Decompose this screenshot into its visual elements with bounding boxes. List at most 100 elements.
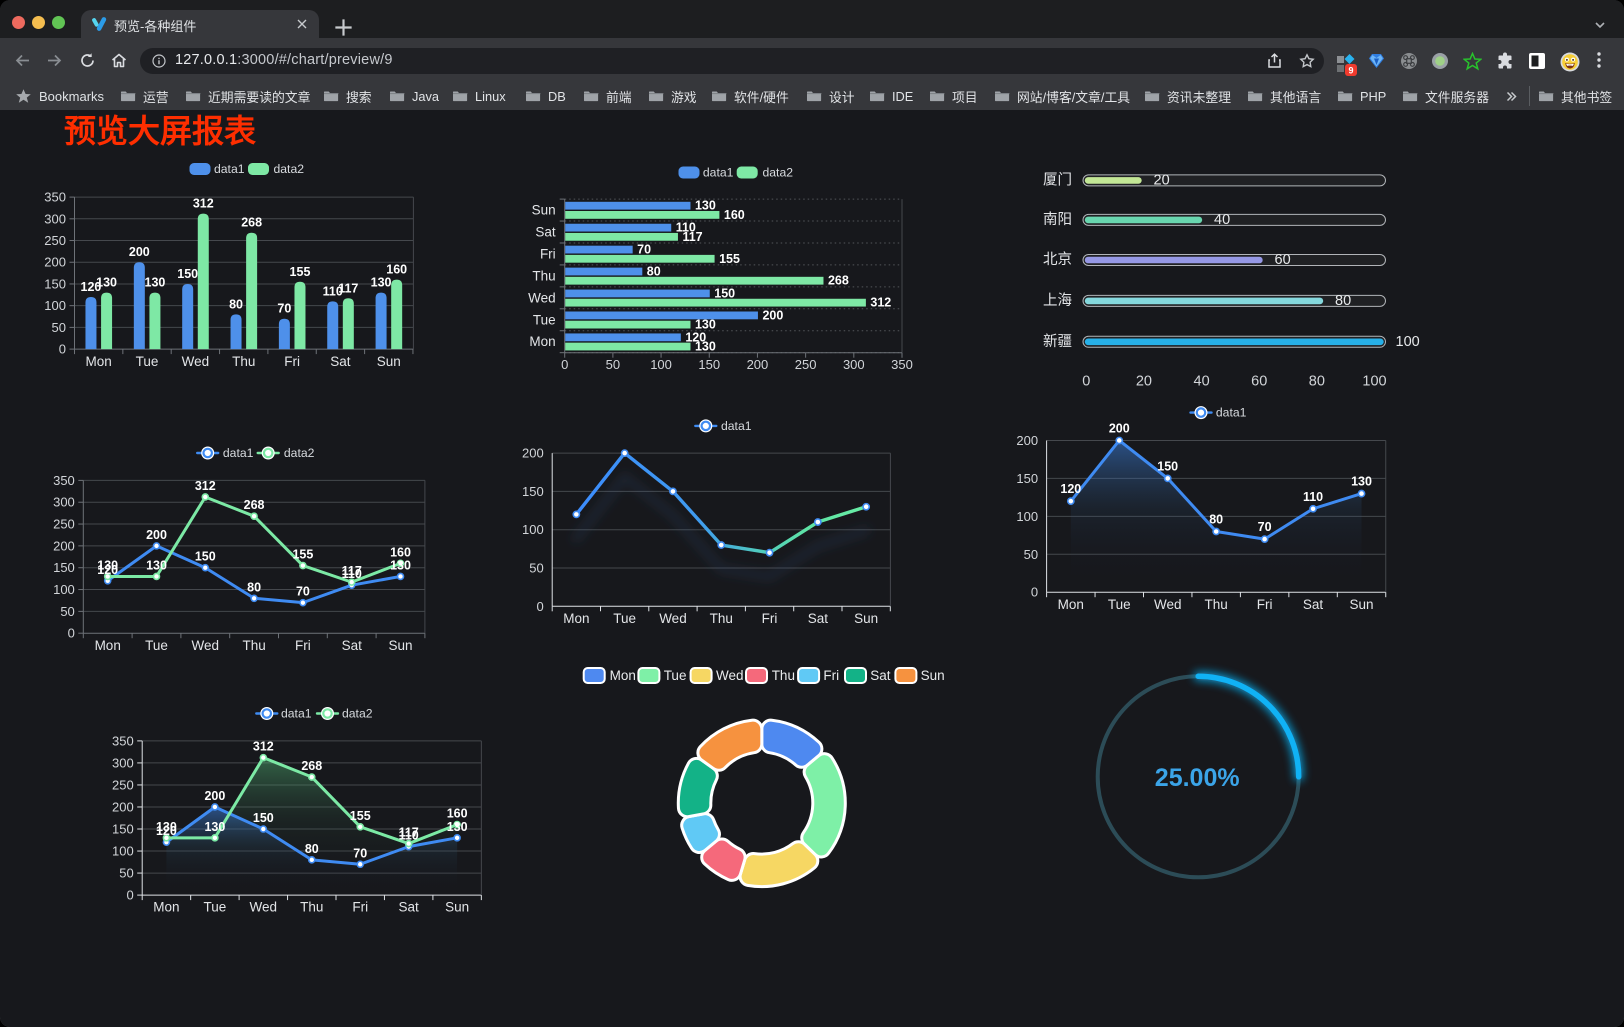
svg-text:312: 312 [193, 197, 214, 211]
svg-text:130: 130 [390, 558, 411, 572]
svg-text:data1: data1 [703, 166, 734, 180]
svg-text:200: 200 [146, 528, 167, 542]
svg-text:200: 200 [129, 245, 150, 259]
svg-text:80: 80 [1309, 373, 1325, 389]
svg-text:155: 155 [719, 252, 740, 266]
svg-text:Fri: Fri [1257, 597, 1273, 612]
svg-text:data1: data1 [223, 446, 254, 460]
svg-text:150: 150 [112, 822, 134, 837]
svg-text:300: 300 [44, 211, 66, 226]
svg-text:155: 155 [292, 548, 313, 562]
svg-text:Sun: Sun [445, 900, 469, 915]
svg-text:data2: data2 [342, 707, 373, 721]
svg-text:Mon: Mon [563, 611, 589, 626]
svg-text:350: 350 [112, 733, 134, 748]
svg-text:50: 50 [606, 357, 620, 372]
svg-text:200: 200 [112, 799, 134, 814]
svg-text:312: 312 [253, 740, 274, 754]
svg-text:100: 100 [44, 298, 66, 313]
svg-text:200: 200 [747, 357, 769, 372]
svg-text:70: 70 [1258, 520, 1272, 534]
svg-text:130: 130 [145, 276, 166, 290]
svg-text:Fri: Fri [284, 354, 300, 369]
svg-text:250: 250 [53, 517, 75, 532]
svg-text:Wed: Wed [659, 611, 687, 626]
svg-text:Wed: Wed [192, 638, 220, 653]
svg-text:Sat: Sat [1303, 597, 1324, 612]
svg-text:160: 160 [447, 807, 468, 821]
svg-text:120: 120 [685, 330, 706, 344]
svg-text:北京: 北京 [1043, 251, 1072, 268]
svg-text:200: 200 [762, 308, 783, 322]
svg-text:Sun: Sun [532, 203, 556, 218]
svg-text:110: 110 [676, 221, 696, 235]
svg-text:120: 120 [97, 563, 118, 577]
svg-text:data2: data2 [284, 446, 315, 460]
svg-text:0: 0 [1031, 585, 1038, 600]
svg-text:150: 150 [195, 550, 216, 564]
svg-text:110: 110 [1303, 490, 1323, 504]
svg-text:Wed: Wed [716, 668, 744, 683]
svg-text:Wed: Wed [182, 354, 210, 369]
svg-text:Fri: Fri [540, 246, 556, 261]
svg-text:80: 80 [247, 580, 261, 594]
svg-text:0: 0 [536, 599, 543, 614]
svg-text:Sun: Sun [854, 611, 878, 626]
svg-text:Sun: Sun [388, 638, 412, 653]
svg-text:155: 155 [350, 809, 371, 823]
svg-text:70: 70 [277, 302, 291, 316]
svg-text:Sat: Sat [870, 668, 891, 683]
svg-text:250: 250 [112, 777, 134, 792]
svg-text:268: 268 [301, 759, 322, 773]
svg-text:Sat: Sat [399, 900, 420, 915]
svg-text:300: 300 [112, 755, 134, 770]
svg-text:150: 150 [698, 357, 720, 372]
svg-text:70: 70 [296, 585, 310, 599]
svg-text:100: 100 [1396, 334, 1420, 350]
svg-text:130: 130 [146, 558, 167, 572]
svg-text:Thu: Thu [532, 268, 555, 283]
svg-text:300: 300 [53, 495, 75, 510]
svg-text:Tue: Tue [136, 354, 159, 369]
svg-text:80: 80 [305, 842, 319, 856]
svg-text:9: 9 [1348, 66, 1353, 76]
svg-text:上海: 上海 [1043, 292, 1072, 309]
svg-text:130: 130 [156, 820, 177, 834]
svg-text:268: 268 [828, 274, 849, 288]
svg-text:150: 150 [522, 484, 544, 499]
svg-text:268: 268 [241, 216, 262, 230]
svg-text:0: 0 [1082, 373, 1090, 389]
svg-text:150: 150 [177, 267, 198, 281]
svg-text:117: 117 [682, 230, 702, 244]
svg-text:130: 130 [695, 318, 716, 332]
svg-text:data2: data2 [763, 166, 794, 180]
svg-text:130: 130 [97, 558, 118, 572]
svg-text:Sun: Sun [1350, 597, 1374, 612]
svg-text:130: 130 [371, 276, 392, 290]
svg-text:80: 80 [1209, 513, 1223, 527]
svg-text:Thu: Thu [772, 668, 795, 683]
svg-text:Sat: Sat [808, 611, 829, 626]
svg-text:Fri: Fri [295, 638, 311, 653]
svg-text:100: 100 [1016, 509, 1038, 524]
svg-text:130: 130 [1351, 475, 1372, 489]
svg-text:0: 0 [68, 626, 75, 641]
svg-text:Tue: Tue [1108, 597, 1131, 612]
svg-text:Fri: Fri [762, 611, 778, 626]
svg-text:100: 100 [650, 357, 672, 372]
svg-text:0: 0 [59, 342, 66, 357]
svg-text:Fri: Fri [823, 668, 839, 683]
svg-text:data2: data2 [274, 162, 305, 176]
svg-text:50: 50 [60, 604, 74, 619]
svg-text:60: 60 [1251, 373, 1267, 389]
svg-text:117: 117 [338, 281, 358, 295]
svg-text:Mon: Mon [153, 900, 179, 915]
svg-text:Tue: Tue [533, 312, 556, 327]
svg-text:130: 130 [695, 199, 716, 213]
svg-text:Thu: Thu [710, 611, 733, 626]
svg-text:data1: data1 [281, 707, 312, 721]
svg-text:Mon: Mon [610, 668, 636, 683]
svg-text:新疆: 新疆 [1043, 333, 1072, 350]
svg-text:70: 70 [353, 846, 367, 860]
svg-text:160: 160 [390, 545, 411, 559]
